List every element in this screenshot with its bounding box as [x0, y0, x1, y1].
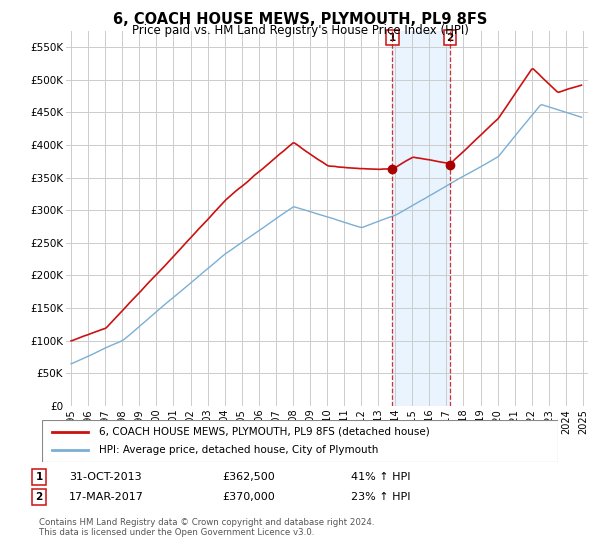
Text: 6, COACH HOUSE MEWS, PLYMOUTH, PL9 8FS (detached house): 6, COACH HOUSE MEWS, PLYMOUTH, PL9 8FS (… [99, 427, 430, 437]
Bar [392, 31, 450, 406]
Text: 2: 2 [446, 32, 454, 43]
Text: Price paid vs. HM Land Registry's House Price Index (HPI): Price paid vs. HM Land Registry's House … [131, 24, 469, 37]
Text: 1: 1 [35, 472, 43, 482]
Text: HPI: Average price, detached house, City of Plymouth: HPI: Average price, detached house, City… [99, 445, 378, 455]
Text: Contains HM Land Registry data © Crown copyright and database right 2024.
This d: Contains HM Land Registry data © Crown c… [39, 518, 374, 538]
Text: £362,500: £362,500 [222, 472, 275, 482]
Text: £370,000: £370,000 [222, 492, 275, 502]
Text: 2: 2 [35, 492, 43, 502]
Text: 23% ↑ HPI: 23% ↑ HPI [351, 492, 410, 502]
Text: 1: 1 [389, 32, 396, 43]
FancyBboxPatch shape [42, 420, 558, 462]
Text: 31-OCT-2013: 31-OCT-2013 [69, 472, 142, 482]
Text: 17-MAR-2017: 17-MAR-2017 [69, 492, 144, 502]
Text: 6, COACH HOUSE MEWS, PLYMOUTH, PL9 8FS: 6, COACH HOUSE MEWS, PLYMOUTH, PL9 8FS [113, 12, 487, 27]
Text: 41% ↑ HPI: 41% ↑ HPI [351, 472, 410, 482]
